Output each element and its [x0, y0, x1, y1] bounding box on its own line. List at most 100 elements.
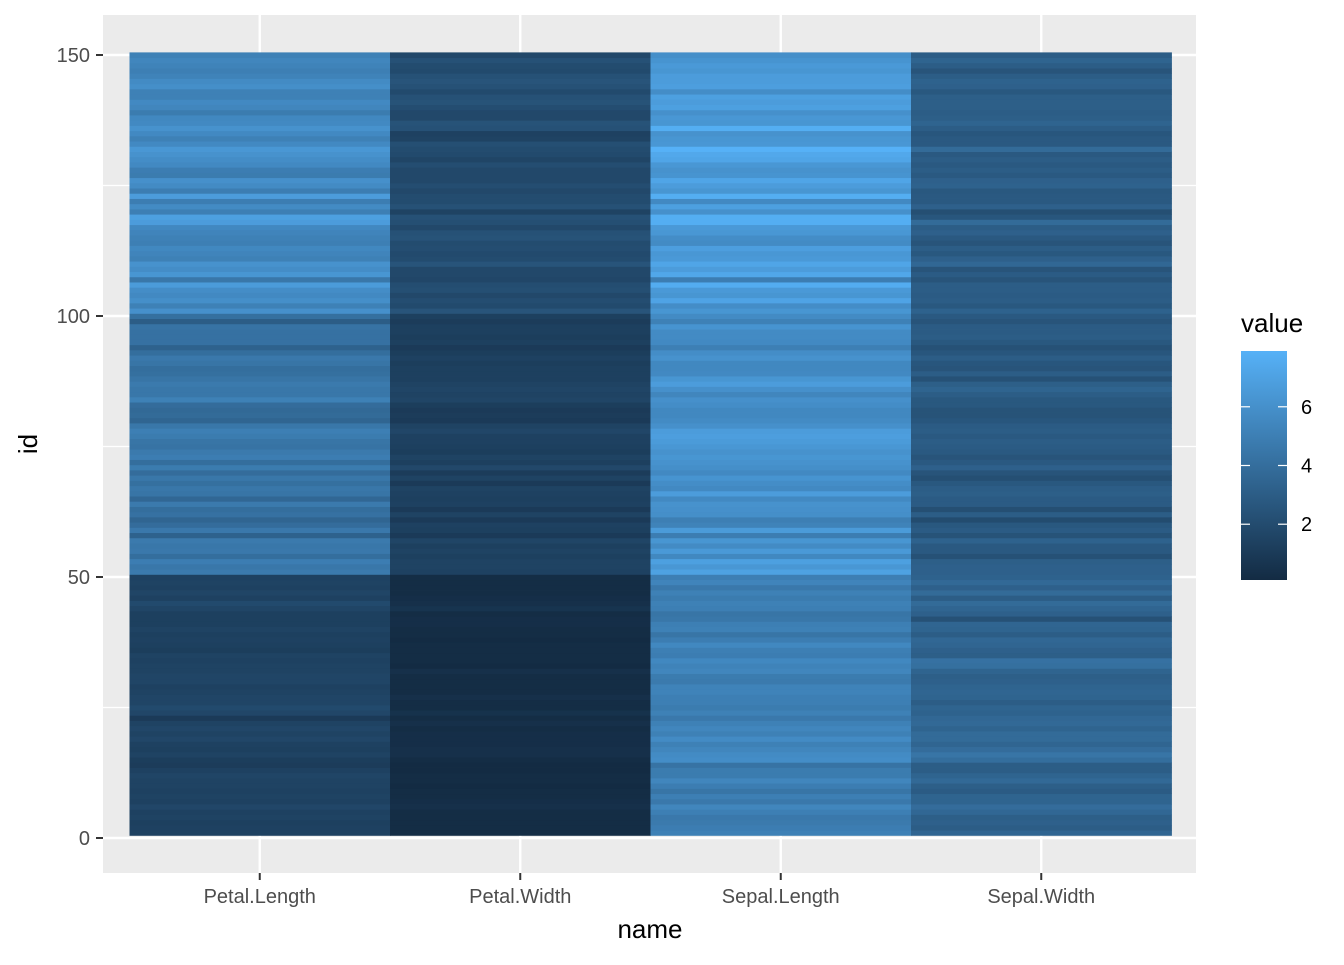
y-tick-label: 0: [79, 828, 90, 850]
heatmap-tile: [129, 652, 391, 659]
heatmap-tile: [129, 610, 391, 617]
heatmap-tile: [911, 104, 1172, 111]
heatmap-tile: [650, 590, 912, 596]
heatmap-tile: [911, 391, 1172, 398]
heatmap-tile: [390, 647, 651, 654]
heatmap-tile: [911, 793, 1172, 800]
heatmap-tile: [650, 396, 912, 403]
heatmap-tile: [911, 339, 1172, 346]
heatmap-tile: [390, 804, 651, 810]
heatmap-tile: [129, 485, 391, 492]
heatmap-tile: [390, 423, 651, 429]
heatmap-tile: [129, 475, 391, 481]
heatmap-tile: [650, 68, 912, 74]
heatmap-tile: [650, 402, 912, 408]
heatmap-tile: [911, 657, 1172, 664]
heatmap-tile: [390, 349, 651, 356]
heatmap-tile: [911, 376, 1172, 382]
heatmap-tile: [911, 188, 1172, 194]
heatmap-tile: [390, 788, 651, 795]
heatmap-tile: [650, 235, 912, 241]
heatmap-tile: [650, 151, 912, 158]
heatmap-tile: [650, 736, 912, 742]
heatmap-tile: [129, 396, 391, 403]
heatmap-tile: [650, 746, 912, 753]
heatmap-tile: [650, 381, 912, 387]
heatmap-tile: [390, 746, 651, 753]
heatmap-tile: [129, 428, 391, 434]
heatmap-tile: [650, 250, 912, 257]
heatmap-tile: [911, 141, 1172, 147]
heatmap-tile: [650, 798, 912, 805]
heatmap-tile: [911, 193, 1172, 199]
heatmap-tile: [390, 610, 651, 617]
heatmap-tile: [650, 135, 912, 142]
heatmap-tile: [390, 266, 651, 273]
heatmap-tile: [911, 57, 1172, 64]
heatmap-tile: [911, 710, 1172, 716]
x-tick-label: Sepal.Length: [722, 886, 840, 908]
heatmap-tile: [650, 569, 912, 575]
heatmap-tile: [911, 757, 1172, 763]
heatmap-tile: [650, 57, 912, 64]
heatmap-tile: [129, 584, 391, 591]
heatmap-tile: [650, 115, 912, 121]
heatmap-tile: [129, 563, 391, 570]
heatmap-tile: [650, 595, 912, 601]
heatmap-tile: [129, 767, 391, 774]
heatmap-tile: [911, 402, 1172, 408]
heatmap-tile: [390, 146, 651, 152]
heatmap-tile: [390, 287, 651, 293]
y-tick-label: 150: [57, 45, 90, 67]
heatmap-tile: [129, 579, 391, 586]
heatmap-tile: [390, 109, 651, 116]
heatmap-tile: [129, 130, 391, 137]
heatmap-tile: [129, 73, 391, 79]
heatmap-tile: [650, 605, 912, 612]
heatmap-tile: [911, 428, 1172, 434]
heatmap-tile: [129, 438, 391, 445]
heatmap-tile: [911, 730, 1172, 737]
heatmap-tile: [390, 783, 651, 789]
heatmap-tile: [390, 120, 651, 126]
heatmap-tile: [390, 282, 651, 288]
heatmap-tile: [129, 772, 391, 779]
heatmap-tile: [129, 678, 391, 685]
heatmap-tile: [911, 595, 1172, 601]
heatmap-tile: [129, 537, 391, 544]
heatmap-tile: [390, 824, 651, 831]
heatmap-tile: [129, 62, 391, 69]
heatmap-tile: [650, 610, 912, 617]
heatmap-tile: [129, 52, 391, 59]
heatmap-tile: [650, 109, 912, 116]
heatmap-tile: [650, 720, 912, 727]
heatmap-tile: [390, 344, 651, 351]
heatmap-tile: [390, 511, 651, 518]
heatmap-tile: [390, 276, 651, 283]
heatmap-tile: [129, 78, 391, 85]
heatmap-tile: [911, 52, 1172, 59]
heatmap-tile: [650, 516, 912, 523]
heatmap-tile: [650, 715, 912, 721]
heatmap-tile: [911, 292, 1172, 299]
heatmap-tile: [390, 402, 651, 408]
heatmap-tile: [390, 663, 651, 669]
heatmap-tile: [390, 386, 651, 393]
heatmap-tile: [390, 407, 651, 413]
heatmap-tile: [650, 527, 912, 534]
heatmap-tile: [129, 198, 391, 205]
heatmap-tile: [390, 725, 651, 732]
heatmap-tile: [129, 804, 391, 810]
heatmap-tile: [911, 271, 1172, 278]
heatmap-tile: [390, 396, 651, 403]
heatmap-tile: [390, 130, 651, 137]
heatmap-tile: [911, 334, 1172, 340]
heatmap-tile: [390, 490, 651, 497]
heatmap-tile: [390, 376, 651, 382]
heatmap-tile: [390, 548, 651, 554]
heatmap-tile: [911, 162, 1172, 168]
heatmap-tile: [390, 360, 651, 366]
heatmap-tile: [650, 339, 912, 346]
heatmap-tile: [650, 543, 912, 549]
heatmap-tile: [911, 459, 1172, 466]
